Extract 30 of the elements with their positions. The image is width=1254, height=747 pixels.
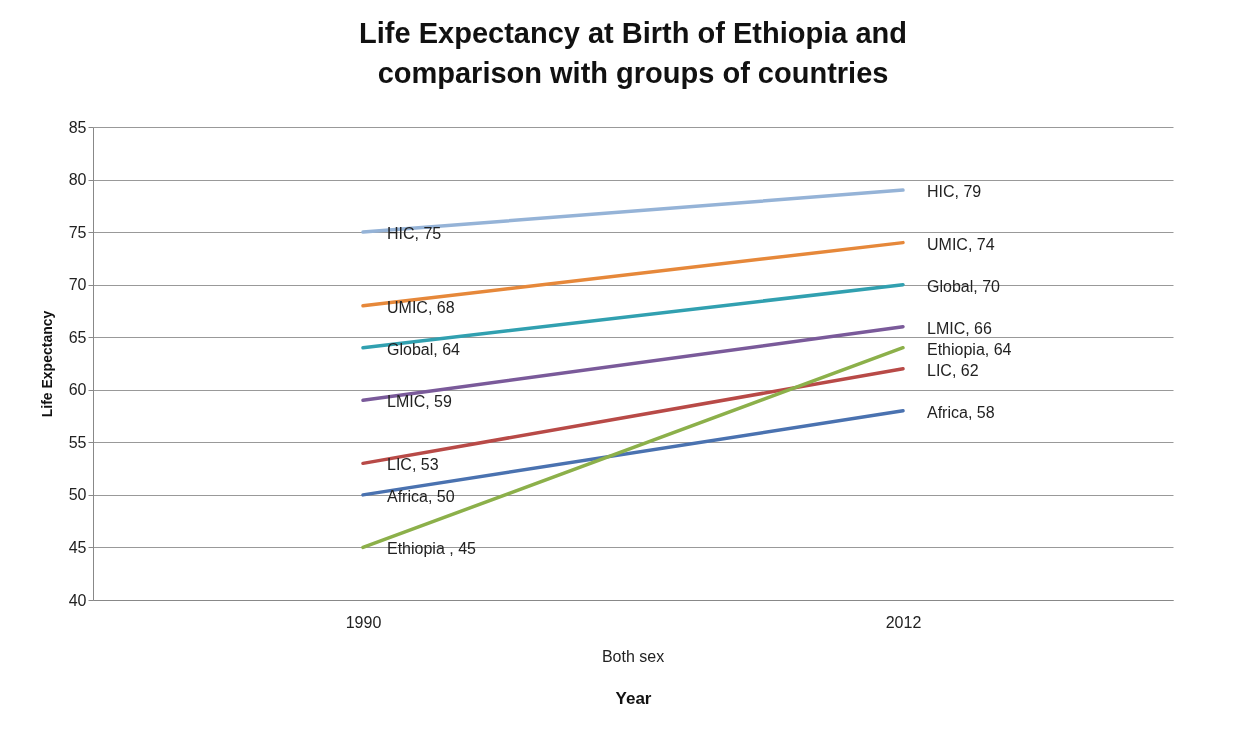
y-tick-label: 65 [68, 328, 87, 346]
data-label: Global, 64 [387, 340, 461, 358]
data-label: UMIC, 68 [387, 298, 455, 316]
data-label: UMIC, 74 [927, 235, 995, 253]
y-tick-label: 85 [68, 118, 87, 136]
data-label: LMIC, 66 [927, 319, 993, 337]
chart-title: Life Expectancy at Birth of Ethiopia and comparison with groups of countries [359, 17, 907, 89]
y-tick-label: 55 [68, 433, 87, 451]
text: Both sex [601, 648, 665, 665]
y-tick-label: 50 [68, 486, 87, 504]
y-tick-label: 60 [68, 381, 87, 399]
data-label: Africa, 50 [387, 487, 455, 505]
y-tick-label: 70 [68, 276, 87, 294]
data-label: Africa, 58 [927, 403, 995, 421]
data-label: LIC, 62 [927, 361, 979, 379]
y-tick-label: 45 [68, 538, 87, 556]
y-tick-label: 75 [68, 223, 87, 241]
y-axis-title: Life Expectancy [38, 310, 55, 418]
data-label: Ethiopia, 64 [927, 340, 1012, 358]
data-label: HIC, 75 [387, 225, 442, 243]
data-label: Global, 70 [927, 277, 1001, 295]
data-label: HIC, 79 [927, 183, 982, 201]
data-label: Ethiopia , 45 [387, 540, 477, 558]
x-tick-label: 1990 [345, 613, 382, 631]
x-tick-label: 2012 [885, 613, 922, 631]
x-axis-title: Year [615, 688, 652, 708]
y-tick-label: 80 [68, 171, 87, 189]
data-label: LMIC, 59 [387, 393, 453, 411]
y-tick-label: 40 [68, 591, 87, 609]
data-label: LIC, 53 [387, 456, 439, 474]
